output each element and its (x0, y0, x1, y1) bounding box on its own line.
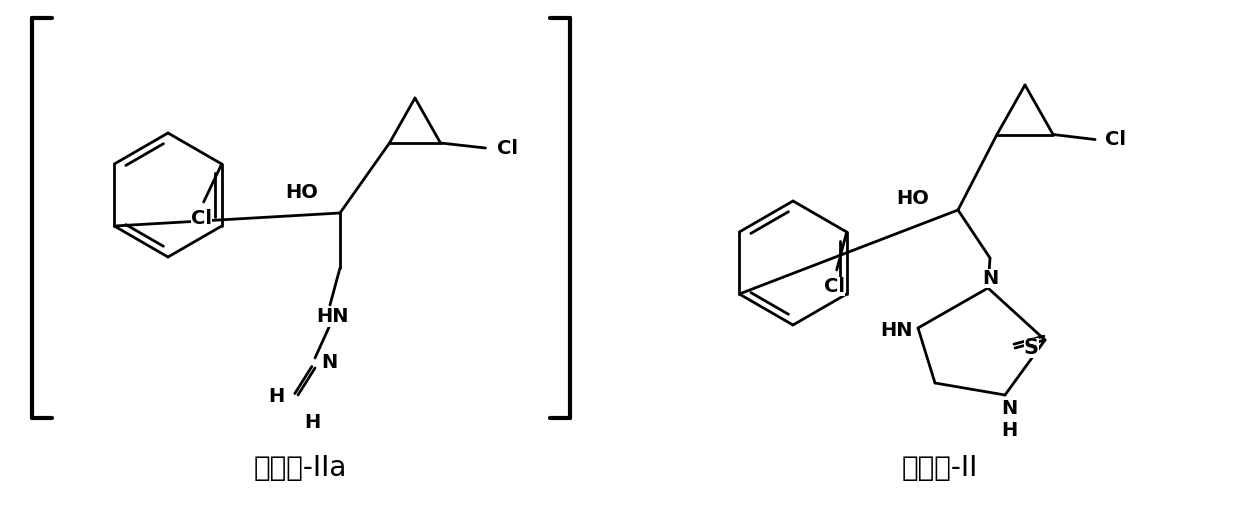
Text: H: H (268, 388, 284, 406)
Text: Cl: Cl (824, 277, 845, 295)
Text: N: N (1001, 400, 1017, 418)
Text: Cl: Cl (191, 209, 212, 227)
Text: HO: HO (897, 188, 929, 208)
Text: H: H (304, 414, 320, 432)
Text: N: N (321, 353, 337, 373)
Text: HO: HO (285, 184, 318, 202)
Text: Cl: Cl (497, 139, 518, 157)
Text: HN: HN (316, 307, 348, 326)
Text: 化合物-II: 化合物-II (902, 454, 978, 482)
Text: H: H (1001, 420, 1017, 440)
Text: 化合物-IIa: 化合物-IIa (253, 454, 347, 482)
Text: HN: HN (880, 321, 912, 339)
Text: N: N (981, 268, 999, 288)
Text: S: S (1023, 338, 1038, 358)
Text: Cl: Cl (1104, 130, 1125, 149)
